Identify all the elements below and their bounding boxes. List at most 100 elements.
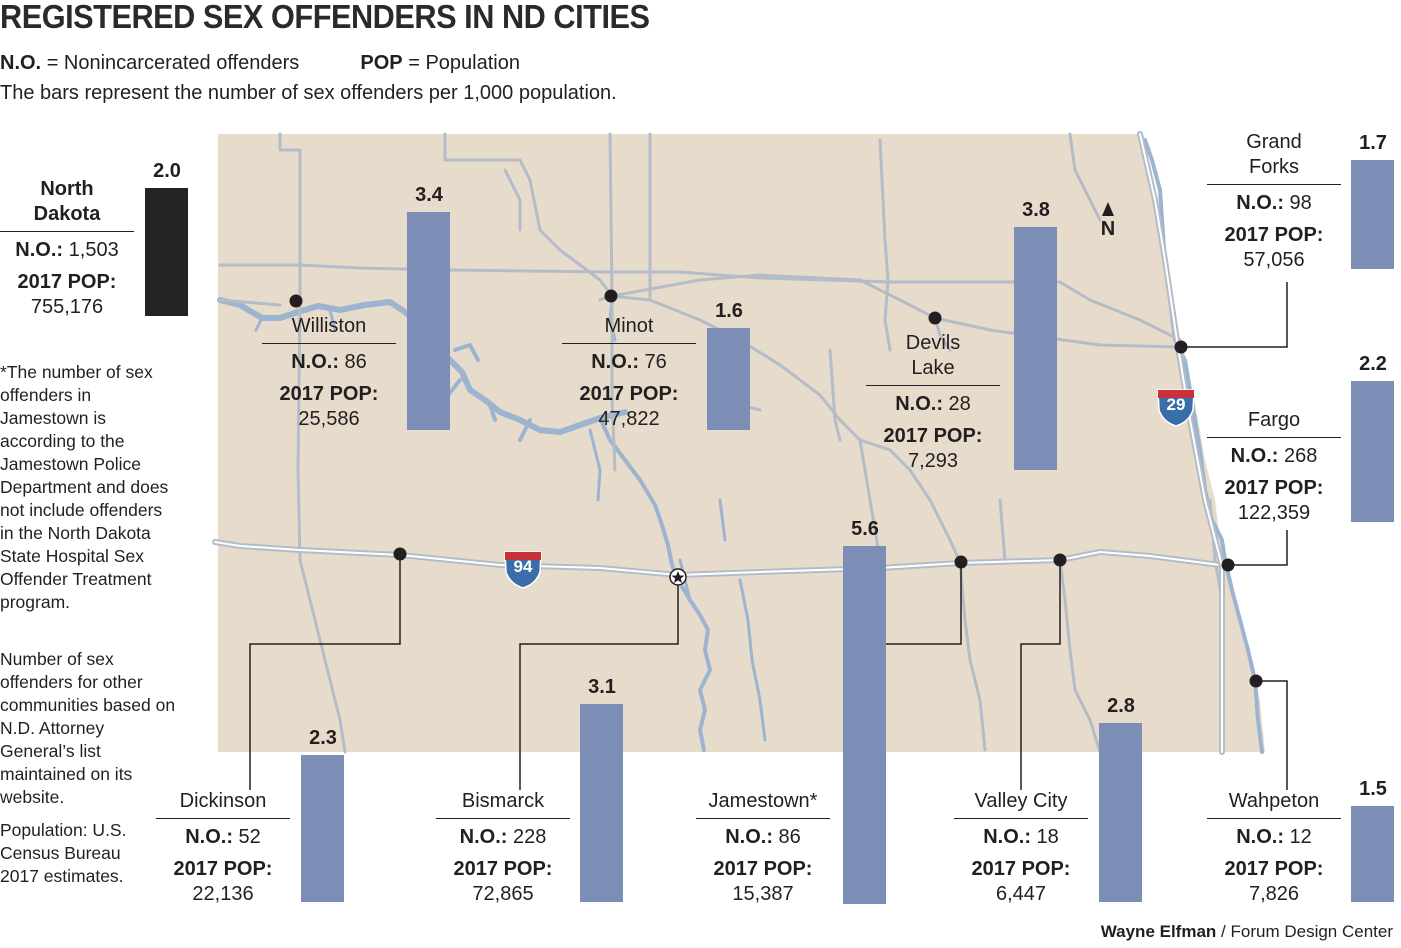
pop-value: 15,387: [732, 883, 794, 905]
fargo-rate-bar: [1351, 381, 1394, 522]
devils-lake-rate-label: 3.8: [1022, 199, 1050, 221]
no-value: 76: [644, 351, 667, 373]
state-no-value: 1,503: [68, 239, 119, 261]
no-value: 86: [344, 351, 367, 373]
grand-forks-rate-label: 1.7: [1359, 132, 1387, 154]
jamestown-note: *The number of sex offenders in Jamestow…: [0, 362, 169, 612]
pop-value: 7,826: [1248, 883, 1300, 905]
source-note: Number of sex offenders for other commun…: [0, 649, 176, 807]
city-dickinson: Dickinson N.O.: 52 2017 POP: 22,136: [156, 789, 290, 907]
capital-star-icon: [669, 568, 687, 586]
pop-label: 2017 POP:: [279, 383, 379, 405]
pop-value: 6,447: [995, 883, 1047, 905]
wahpeton-rate-label: 1.5: [1359, 778, 1387, 800]
pop-value: 22,136: [192, 883, 254, 905]
wahpeton-dot: [1249, 674, 1263, 688]
no-label: N.O.:: [895, 393, 943, 415]
grand-forks-dot: [1174, 340, 1188, 354]
pop-label: 2017 POP:: [1224, 477, 1324, 499]
city-name: Minot: [604, 315, 654, 337]
fargo-rate-label: 2.2: [1359, 353, 1387, 375]
pop-label: 2017 POP:: [579, 383, 679, 405]
north-label: N: [1100, 218, 1116, 240]
pop-value: 57,056: [1243, 249, 1305, 271]
credit-author: Wayne Elfman: [1100, 922, 1217, 941]
williston-rate-label: 3.4: [415, 184, 443, 206]
interstate-94-shield-icon: [504, 551, 542, 589]
city-wahpeton: Wahpeton N.O.: 12 2017 POP: 7,826: [1207, 789, 1341, 907]
city-name: Williston: [291, 315, 367, 337]
city-bismarck: Bismarck N.O.: 228 2017 POP: 72,865: [436, 789, 570, 907]
page-title: REGISTERED SEX OFFENDERS IN ND CITIES: [0, 0, 650, 35]
pop-value: 47,822: [598, 408, 660, 430]
state-pop-label: 2017 POP:: [17, 271, 117, 293]
city-fargo: Fargo N.O.: 268 2017 POP: 122,359: [1207, 408, 1341, 526]
williston-rate-bar: [407, 212, 450, 430]
bismarck-rate-bar: [580, 704, 623, 902]
minot-rate-bar: [707, 328, 750, 430]
williston-dot: [289, 294, 303, 308]
city-name: Fargo: [1247, 409, 1301, 431]
valley-city-rate-label: 2.8: [1107, 695, 1135, 717]
city-name: Valley City: [974, 790, 1068, 812]
no-label: N.O.:: [459, 826, 508, 848]
no-label: N.O.:: [591, 351, 639, 373]
legend-line: N.O. = Nonincarcerated offenders POP = P…: [0, 52, 520, 75]
no-label: N.O.:: [291, 351, 339, 373]
pop-label: 2017 POP:: [971, 858, 1071, 880]
credit-org: / Forum Design Center: [1221, 922, 1393, 941]
pop-label: 2017 POP:: [173, 858, 273, 880]
pop-value: 72,865: [472, 883, 534, 905]
city-valley-city: Valley City N.O.: 18 2017 POP: 6,447: [954, 789, 1088, 907]
city-name-line1: Devils: [905, 332, 961, 354]
grand-forks-rate-bar: [1351, 160, 1394, 269]
population-note: Population: U.S. Census Bureau 2017 esti…: [0, 820, 127, 886]
jamestown-rate-bar: [843, 546, 886, 904]
no-label: N.O.:: [1236, 192, 1284, 214]
city-name-line2: Lake: [911, 357, 955, 379]
no-value: 268: [1283, 445, 1318, 467]
no-value: 98: [1289, 192, 1312, 214]
city-name: Wahpeton: [1228, 790, 1320, 812]
city-devils-lake: Devils Lake N.O.: 28 2017 POP: 7,293: [866, 331, 1000, 474]
interstate-94-label: 94: [513, 557, 533, 576]
pop-label: 2017 POP:: [1224, 224, 1324, 246]
pop-label: 2017 POP:: [1224, 858, 1324, 880]
city-jamestown: Jamestown* N.O.: 86 2017 POP: 15,387: [696, 789, 830, 907]
pop-definition: = Population: [408, 52, 520, 74]
city-name: Bismarck: [461, 790, 545, 812]
no-label: N.O.:: [983, 826, 1031, 848]
city-name: Jamestown*: [708, 790, 818, 812]
state-rate-label: 2.0: [153, 160, 181, 182]
pop-value: 25,586: [298, 408, 360, 430]
no-value: 86: [778, 826, 801, 848]
pop-value: 122,359: [1237, 502, 1311, 524]
no-value: 52: [238, 826, 261, 848]
bars-explanation: The bars represent the number of sex off…: [0, 82, 617, 104]
no-label: N.O.:: [185, 826, 233, 848]
dickinson-rate-bar: [301, 755, 344, 902]
interstate-29-label: 29: [1166, 395, 1186, 414]
no-definition: = Nonincarcerated offenders: [46, 52, 300, 74]
city-williston: Williston N.O.: 86 2017 POP: 25,586: [262, 314, 396, 432]
dickinson-dot: [393, 547, 407, 561]
city-name-line1: Grand: [1246, 131, 1302, 153]
valley-city-dot: [1053, 553, 1067, 567]
pop-abbr: POP: [360, 52, 403, 74]
state-name-line1: North: [40, 178, 94, 200]
devils-lake-dot: [928, 311, 942, 325]
pop-label: 2017 POP:: [883, 425, 983, 447]
minot-rate-label: 1.6: [715, 300, 743, 322]
no-value: 28: [948, 393, 971, 415]
no-label: N.O.:: [1230, 445, 1279, 467]
state-no-label: N.O.:: [15, 239, 64, 261]
state-summary: North Dakota N.O.: 1,503 2017 POP: 755,1…: [0, 177, 134, 320]
wahpeton-rate-bar: [1351, 806, 1394, 902]
no-value: 18: [1036, 826, 1059, 848]
no-abbr: N.O.: [0, 52, 42, 74]
credit-line: Wayne Elfman / Forum Design Center: [1101, 922, 1393, 942]
city-minot: Minot N.O.: 76 2017 POP: 47,822: [562, 314, 696, 432]
state-outline: [218, 134, 1265, 752]
interstate-29-shield-icon: [1157, 389, 1195, 427]
state-rate-bar: [145, 188, 188, 316]
